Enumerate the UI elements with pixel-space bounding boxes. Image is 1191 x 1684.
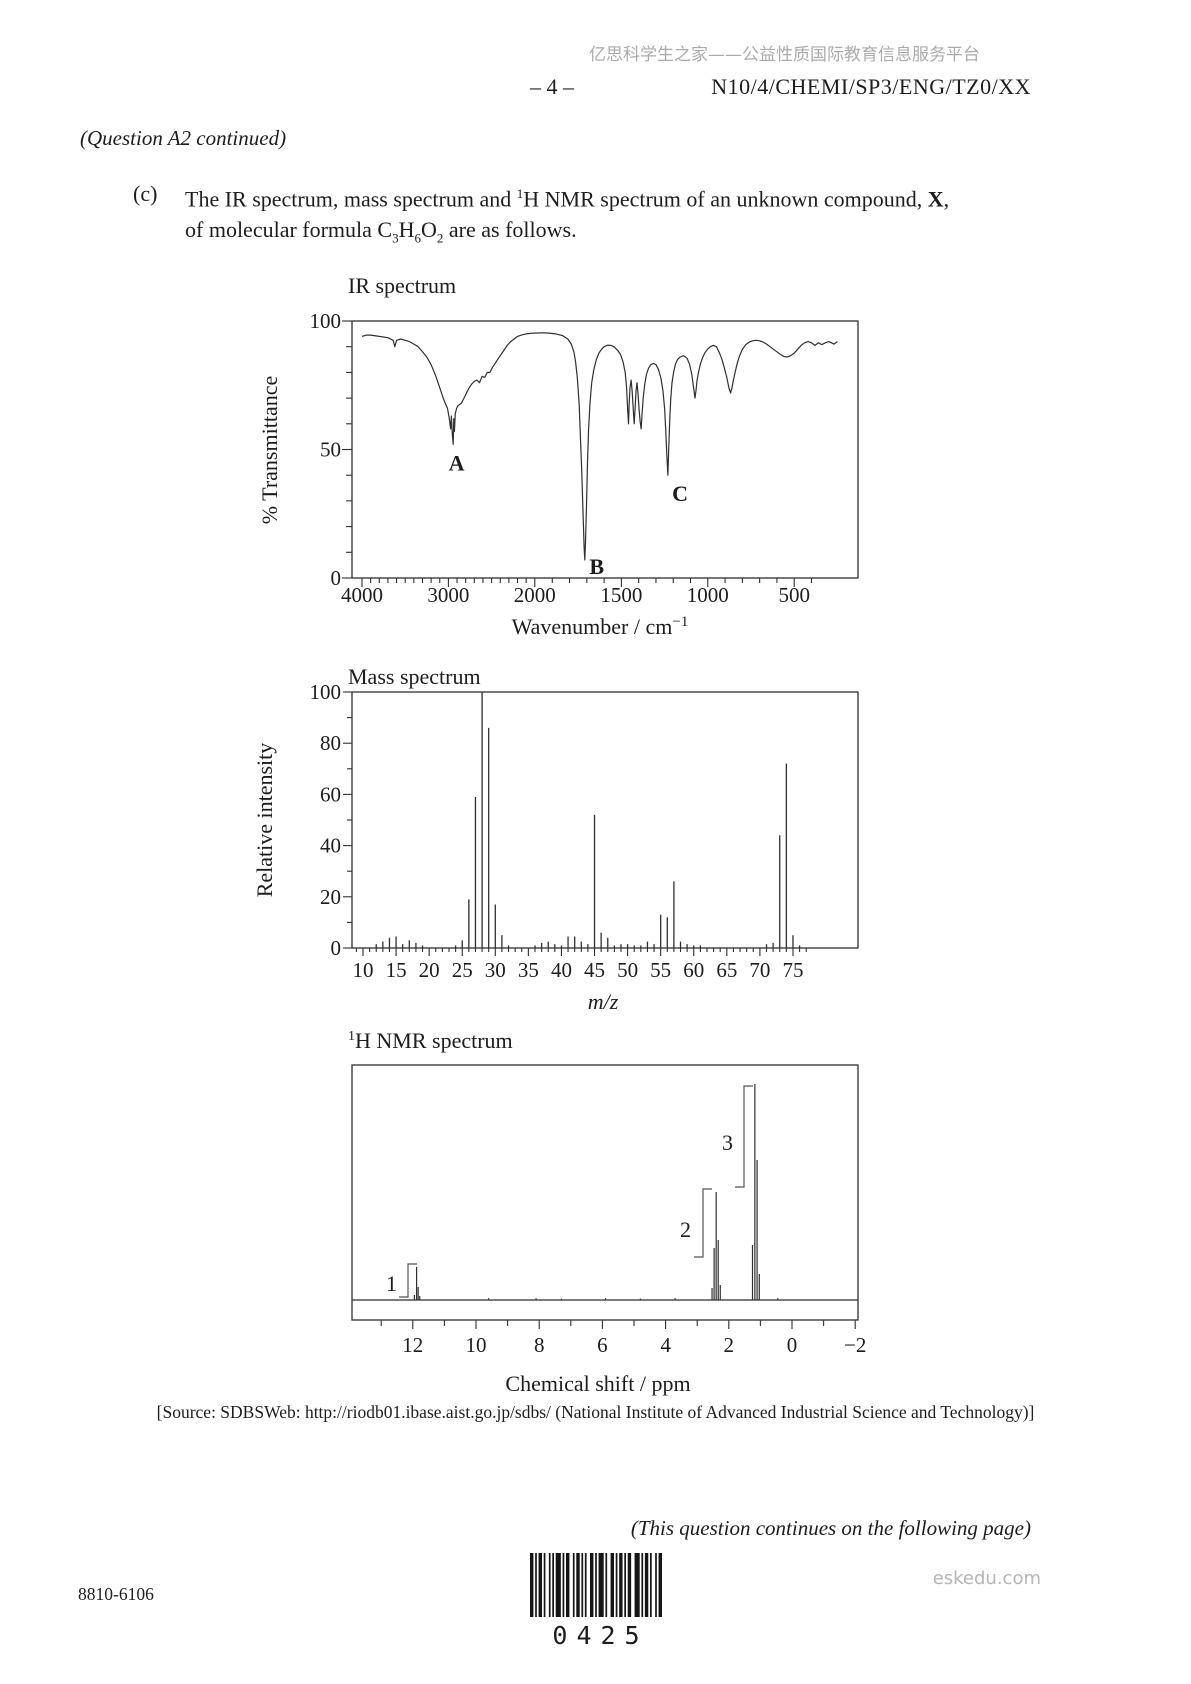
svg-text:70: 70 bbox=[749, 958, 770, 982]
header-watermark: 亿思科学生之家——公益性质国际教育信息服务平台 bbox=[589, 45, 980, 65]
ir-label-B: B bbox=[589, 554, 604, 579]
svg-text:35: 35 bbox=[518, 958, 539, 982]
svg-text:3000: 3000 bbox=[427, 583, 469, 607]
ir-label-C: C bbox=[672, 481, 688, 506]
mass-spectrum-chart: Mass spectrum 0 20 40 60 80 100 10 15 20 25 30 35 40 4… bbox=[252, 664, 859, 1014]
document-code: 8810-6106 bbox=[78, 1584, 154, 1604]
svg-text:25: 25 bbox=[452, 958, 473, 982]
svg-text:30: 30 bbox=[485, 958, 506, 982]
svg-text:65: 65 bbox=[716, 958, 737, 982]
question-text: The IR spectrum, mass spectrum and 1H NM… bbox=[185, 178, 1045, 254]
svg-text:2: 2 bbox=[724, 1333, 735, 1357]
barcode-digits: 0425 bbox=[552, 1621, 649, 1650]
question-part-label: (c) bbox=[133, 181, 158, 206]
svg-text:1000: 1000 bbox=[687, 583, 729, 607]
svg-text:12: 12 bbox=[402, 1333, 423, 1357]
svg-text:45: 45 bbox=[584, 958, 605, 982]
svg-text:20: 20 bbox=[320, 885, 341, 909]
svg-text:10: 10 bbox=[466, 1333, 487, 1357]
svg-text:1500: 1500 bbox=[600, 583, 642, 607]
svg-text:50: 50 bbox=[320, 438, 341, 462]
svg-text:75: 75 bbox=[782, 958, 803, 982]
paper-code: N10/4/CHEMI/SP3/ENG/TZ0/XX bbox=[711, 74, 1031, 99]
svg-text:80: 80 bbox=[320, 731, 341, 755]
svg-text:60: 60 bbox=[320, 782, 341, 806]
svg-text:20: 20 bbox=[419, 958, 440, 982]
svg-text:100: 100 bbox=[310, 309, 342, 333]
svg-text:55: 55 bbox=[650, 958, 671, 982]
svg-text:6: 6 bbox=[597, 1333, 608, 1357]
ir-xlabel: Wavenumber / cm−1 bbox=[512, 614, 689, 639]
svg-text:500: 500 bbox=[778, 583, 810, 607]
barcode bbox=[530, 1553, 662, 1617]
svg-text:15: 15 bbox=[386, 958, 407, 982]
svg-text:10: 10 bbox=[353, 958, 374, 982]
svg-text:0: 0 bbox=[787, 1333, 798, 1357]
svg-text:50: 50 bbox=[617, 958, 638, 982]
svg-text:0: 0 bbox=[331, 936, 342, 960]
nmr-integral-2: 2 bbox=[680, 1217, 691, 1242]
ms-xlabel: m/z bbox=[588, 989, 619, 1014]
source-citation: [Source: SDBSWeb: http://riodb01.ibase.a… bbox=[156, 1402, 1035, 1422]
question-text-line1: The IR spectrum, mass spectrum and 1H NM… bbox=[185, 186, 950, 212]
svg-text:40: 40 bbox=[320, 834, 341, 858]
svg-text:4000: 4000 bbox=[341, 583, 383, 607]
svg-text:4: 4 bbox=[660, 1333, 671, 1357]
nmr-title: 1H NMR spectrum bbox=[348, 1028, 513, 1053]
svg-text:−2: −2 bbox=[844, 1333, 866, 1357]
question-continued-note: (Question A2 continued) bbox=[80, 126, 287, 150]
svg-text:60: 60 bbox=[683, 958, 704, 982]
svg-text:0: 0 bbox=[331, 566, 342, 590]
svg-text:100: 100 bbox=[310, 680, 342, 704]
svg-text:40: 40 bbox=[551, 958, 572, 982]
ir-title: IR spectrum bbox=[348, 273, 456, 298]
nmr-xlabel: Chemical shift / ppm bbox=[505, 1371, 690, 1396]
ms-title: Mass spectrum bbox=[348, 664, 481, 689]
svg-text:8: 8 bbox=[534, 1333, 545, 1357]
ir-label-A: A bbox=[449, 450, 465, 475]
page-number: – 4 – bbox=[530, 74, 574, 99]
ms-ylabel: Relative intensity bbox=[252, 743, 277, 898]
ir-ylabel: % Transmittance bbox=[257, 376, 282, 525]
ir-spectrum-chart: IR spectrum 0 50 100 4000 3000 2000 1500 1000 500… bbox=[257, 273, 859, 639]
question-text-line2: of molecular formula C3H6O2 are as follo… bbox=[185, 217, 577, 246]
continuation-note: (This question continues on the followin… bbox=[630, 1516, 1031, 1540]
svg-text:2000: 2000 bbox=[514, 583, 556, 607]
nmr-integral-3: 3 bbox=[722, 1130, 733, 1155]
nmr-integral-1: 1 bbox=[386, 1271, 397, 1296]
site-watermark: eskedu.com bbox=[932, 1568, 1041, 1589]
